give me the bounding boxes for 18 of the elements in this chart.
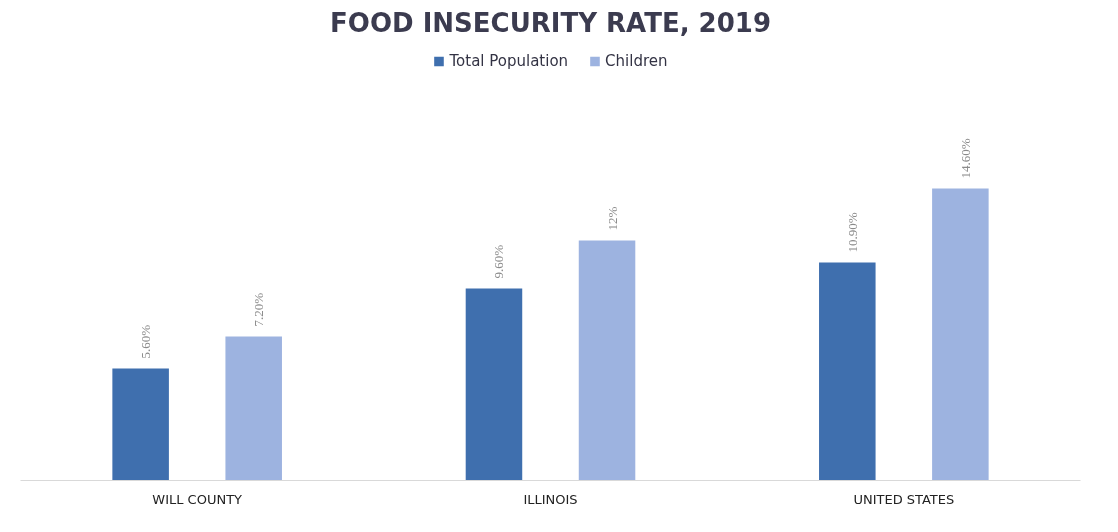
bar [465, 288, 523, 481]
x-tick-label: WILL COUNTY [152, 491, 243, 507]
data-label: 14.60% [957, 138, 973, 179]
bar [112, 368, 169, 481]
bar [932, 188, 989, 481]
data-label: 7.20% [251, 292, 267, 327]
bar [225, 336, 282, 481]
x-tick-label: ILLINOIS [523, 491, 578, 507]
legend-label: Total Population [449, 52, 569, 70]
chart-title: FOOD INSECURITY RATE, 2019 [330, 7, 771, 38]
data-label: 5.60% [138, 324, 154, 359]
legend-label: Children [605, 52, 668, 70]
x-tick-label: UNITED STATES [853, 491, 955, 507]
bar [578, 240, 636, 481]
data-label: 10.90% [844, 212, 860, 253]
bar [819, 262, 876, 481]
data-label: 12% [604, 206, 620, 231]
data-label: 9.60% [491, 244, 507, 279]
